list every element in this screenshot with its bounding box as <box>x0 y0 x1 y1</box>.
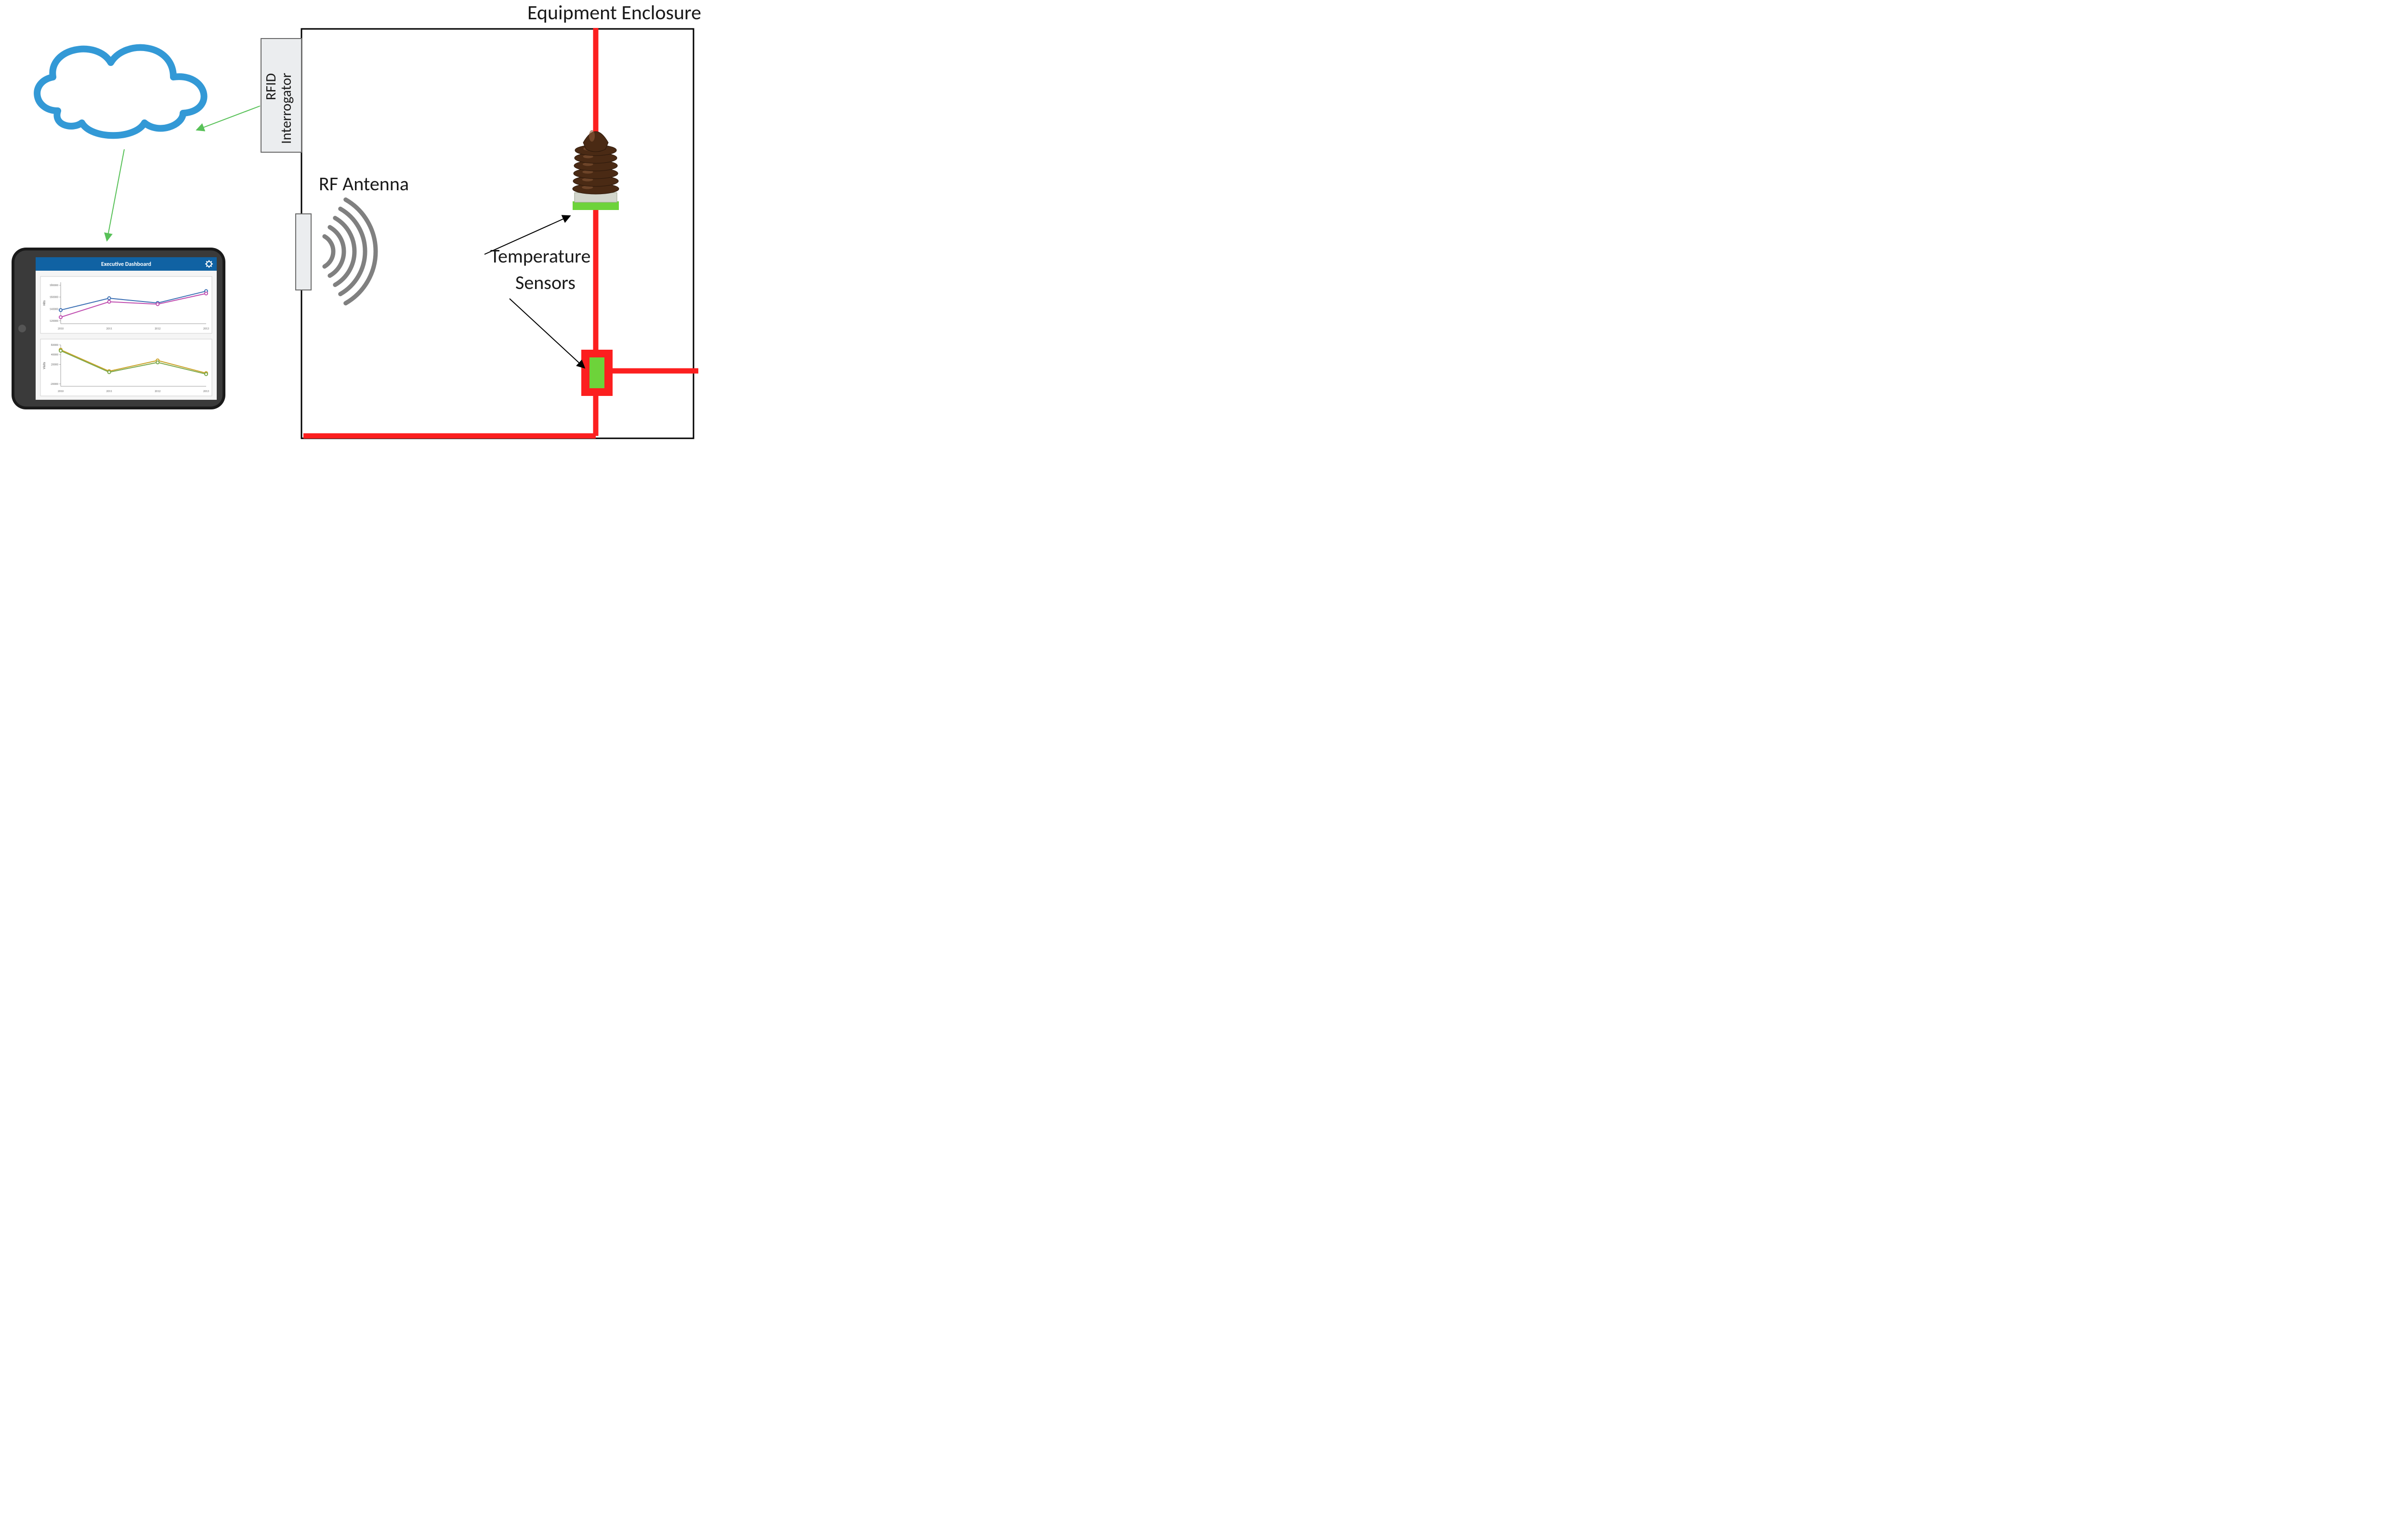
ylabel: Visits <box>42 362 46 369</box>
xtick-label: 2012 <box>155 327 160 330</box>
ytick-label: 180000 <box>50 283 58 287</box>
dashboard-chart-2-seriesB-marker <box>108 371 111 374</box>
temperature-sensor-1 <box>573 201 619 210</box>
xtick-label: 2011 <box>106 327 112 330</box>
dashboard-chart-2: -20000 20000 40000 60000 Visits 2010 2011 2012 2… <box>40 339 212 396</box>
dashboard-chart-2-seriesB-marker <box>59 349 62 352</box>
dashboard-chart-2-seriesB-marker <box>205 373 208 376</box>
dashboard-chart-1-seriesB-marker <box>205 292 208 295</box>
xtick-label: 2011 <box>106 389 112 393</box>
label-rf-antenna: RF Antenna <box>319 172 409 196</box>
dashboard-chart-1: 120000 140000 160000 180000 Hits 2010 2011 2012… <box>40 276 212 333</box>
ytick-label: 160000 <box>50 295 58 299</box>
xtick-label: 2010 <box>58 389 64 393</box>
xtick-label: 2012 <box>155 389 160 393</box>
label-sensors: Sensors <box>515 271 576 294</box>
rf-antenna <box>296 214 311 290</box>
dashboard-chart-1-seriesB-marker <box>156 302 159 305</box>
dashboard-chart-1-seriesB-marker <box>108 301 111 303</box>
ytick-label: 60000 <box>51 343 58 347</box>
label-temperature: Temperature <box>490 244 590 268</box>
ytick-label: 140000 <box>50 307 58 311</box>
tablet: Executive Dashboard 120000 140000 160000 180… <box>12 248 225 409</box>
label-interrogator: Interrogator <box>277 73 295 144</box>
ylabel: Hits <box>42 300 46 305</box>
ytick-label: 120000 <box>50 319 58 323</box>
xtick-label: 2013 <box>203 389 209 393</box>
tablet-home-button[interactable] <box>18 325 26 332</box>
dashboard-chart-1-seriesA-marker <box>59 309 62 312</box>
temperature-sensor-2 <box>589 357 604 388</box>
ytick-label: -20000 <box>50 382 58 386</box>
dashboard-title: Executive Dashboard <box>101 261 151 268</box>
dashboard-chart-1-seriesA-marker <box>108 297 111 300</box>
ytick-label: 40000 <box>51 353 58 356</box>
xtick-label: 2010 <box>58 327 64 330</box>
label-equipment-enclosure: Equipment Enclosure <box>527 0 701 25</box>
dashboard-chart-1-seriesB-marker <box>59 315 62 318</box>
xtick-label: 2013 <box>203 327 209 330</box>
dashboard-chart-2-seriesB-marker <box>156 361 159 364</box>
ytick-label: 20000 <box>51 362 58 366</box>
